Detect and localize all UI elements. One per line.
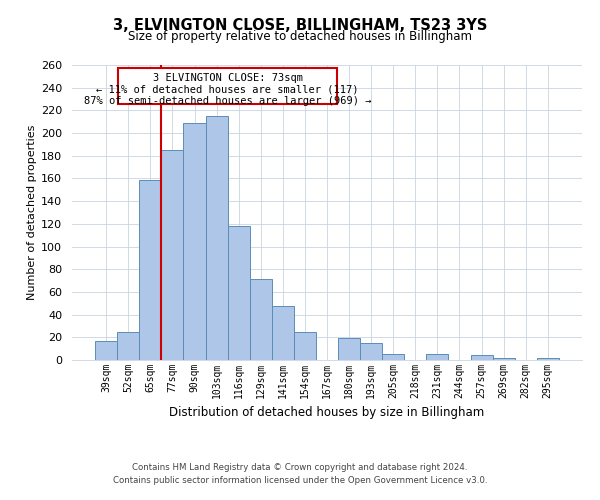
Bar: [139, 180, 161, 360]
Bar: [360, 343, 382, 360]
Bar: [117, 332, 139, 360]
Text: ← 11% of detached houses are smaller (117): ← 11% of detached houses are smaller (11…: [97, 84, 359, 94]
FancyBboxPatch shape: [118, 68, 337, 104]
Text: 87% of semi-detached houses are larger (969) →: 87% of semi-detached houses are larger (…: [84, 96, 371, 106]
Bar: [493, 358, 515, 360]
Text: Size of property relative to detached houses in Billingham: Size of property relative to detached ho…: [128, 30, 472, 43]
Text: 3 ELVINGTON CLOSE: 73sqm: 3 ELVINGTON CLOSE: 73sqm: [152, 73, 302, 83]
Bar: [427, 354, 448, 360]
Y-axis label: Number of detached properties: Number of detached properties: [27, 125, 37, 300]
Bar: [184, 123, 206, 360]
Bar: [294, 332, 316, 360]
Text: Contains HM Land Registry data © Crown copyright and database right 2024.: Contains HM Land Registry data © Crown c…: [132, 464, 468, 472]
Bar: [95, 340, 117, 360]
X-axis label: Distribution of detached houses by size in Billingham: Distribution of detached houses by size …: [169, 406, 485, 420]
Bar: [537, 358, 559, 360]
Bar: [250, 280, 272, 360]
Text: 3, ELVINGTON CLOSE, BILLINGHAM, TS23 3YS: 3, ELVINGTON CLOSE, BILLINGHAM, TS23 3YS: [113, 18, 487, 32]
Bar: [161, 150, 184, 360]
Bar: [227, 226, 250, 360]
Bar: [272, 306, 294, 360]
Bar: [470, 356, 493, 360]
Bar: [382, 354, 404, 360]
Bar: [338, 338, 360, 360]
Text: Contains public sector information licensed under the Open Government Licence v3: Contains public sector information licen…: [113, 476, 487, 485]
Bar: [206, 116, 227, 360]
